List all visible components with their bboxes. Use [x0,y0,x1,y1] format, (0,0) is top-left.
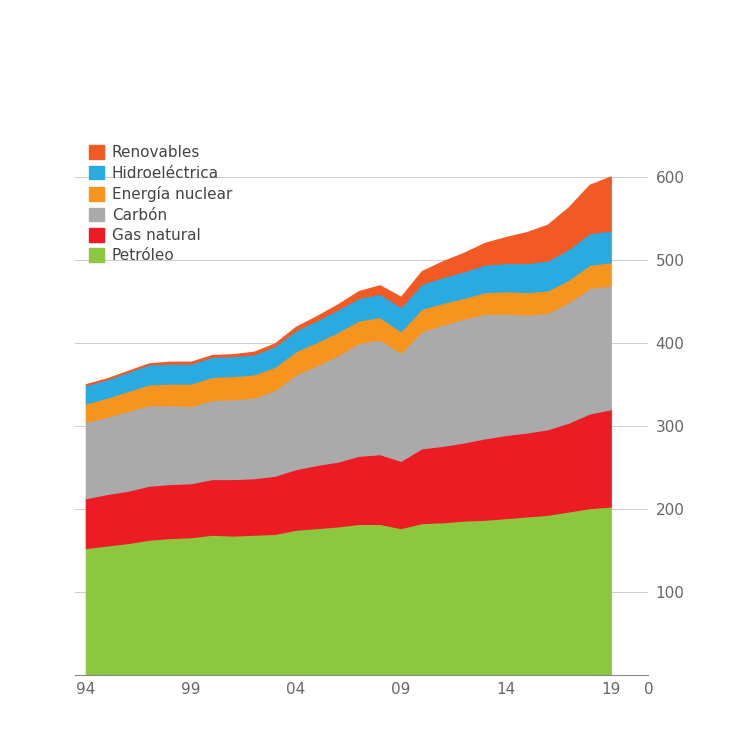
Legend: Renovables, Hidroeléctrica, Energía nuclear, Carbón, Gas natural, Petróleo: Renovables, Hidroeléctrica, Energía nucl… [89,146,232,263]
